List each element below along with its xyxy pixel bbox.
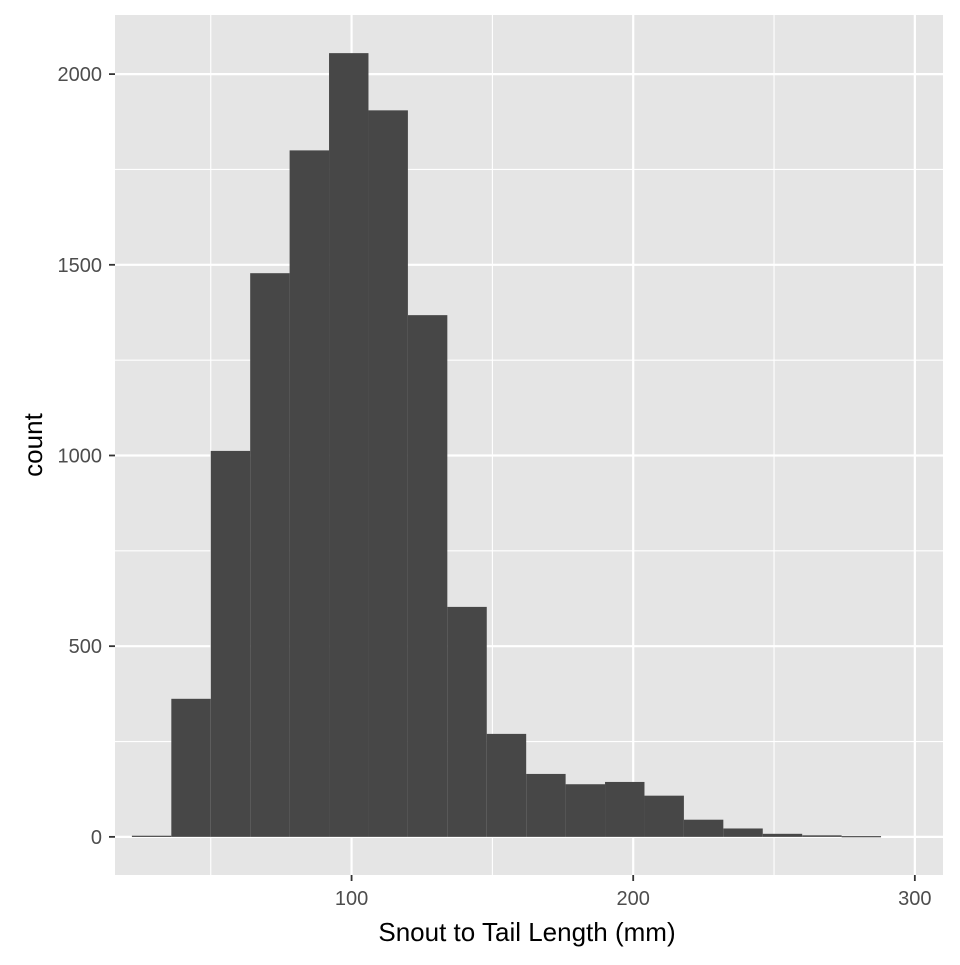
y-tick-label: 0 [91,827,102,849]
y-tick-label: 2000 [58,64,103,86]
histogram-bar [605,781,645,837]
histogram-bar [683,819,724,837]
x-axis-ticks: 100 200 300 [335,875,932,910]
histogram-bar [802,835,842,837]
histogram-bar [329,53,369,837]
y-tick-label: 1000 [58,445,103,467]
histogram-bar [289,150,330,837]
y-tick-label: 1500 [58,255,103,277]
y-axis-title: count [18,412,48,476]
x-tick-label: 100 [335,888,368,910]
histogram-bar [368,110,408,837]
histogram-bar [644,795,684,837]
histogram-bar [131,835,172,837]
y-axis-ticks: 0 500 1000 1500 2000 [58,64,115,849]
histogram-bar [250,273,290,837]
y-tick-label: 500 [69,636,102,658]
histogram-bar [447,606,487,837]
histogram-bar [723,828,763,837]
histogram-bar [171,698,211,837]
histogram-bars [131,53,882,838]
histogram-bar [565,784,606,837]
histogram-bar [526,773,566,837]
histogram-bar [486,733,527,837]
histogram-bar [210,450,251,837]
histogram-bar [762,833,803,837]
x-tick-label: 300 [898,888,931,910]
histogram-bar [407,315,448,837]
x-tick-label: 200 [617,888,650,910]
histogram-bar [841,836,882,838]
x-axis-title: Snout to Tail Length (mm) [378,917,675,947]
